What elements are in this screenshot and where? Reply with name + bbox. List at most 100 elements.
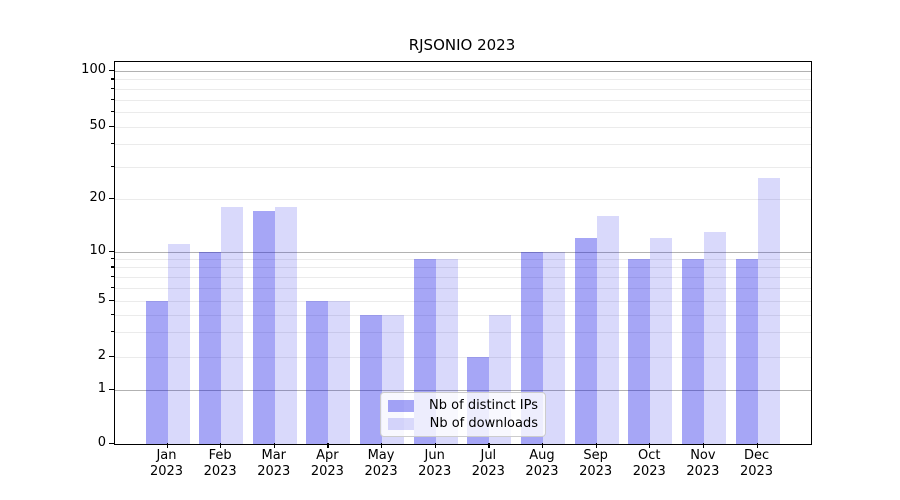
y-minor-tick-mark bbox=[111, 98, 114, 100]
y-minor-tick-mark bbox=[111, 300, 114, 302]
y-minor-tick-mark bbox=[111, 286, 114, 289]
chart-title: RJSONIO 2023 bbox=[408, 36, 516, 54]
minor-gridline bbox=[115, 79, 811, 81]
bar-distinct-ips bbox=[199, 251, 222, 444]
bar-downloads bbox=[757, 178, 780, 444]
x-tick-label: Oct 2023 bbox=[617, 448, 681, 479]
bar-distinct-ips bbox=[681, 259, 704, 444]
bar-downloads bbox=[221, 206, 244, 444]
x-tick-label: Apr 2023 bbox=[295, 448, 359, 479]
y-tick-label: 0 bbox=[97, 435, 106, 450]
bar-distinct-ips bbox=[735, 259, 758, 444]
minor-gridline bbox=[115, 314, 811, 316]
legend-row-distinct-ips: Nb of distinct IPs bbox=[388, 398, 538, 413]
x-tick-label: May 2023 bbox=[349, 448, 413, 479]
y-tick-label: 10 bbox=[89, 242, 106, 258]
y-tick-mark bbox=[109, 443, 114, 445]
x-tick-mark bbox=[381, 443, 383, 448]
minor-gridline bbox=[115, 357, 811, 358]
bar-downloads bbox=[274, 206, 297, 444]
x-tick-label-year: 2023 bbox=[525, 463, 559, 479]
y-minor-tick-mark bbox=[111, 331, 114, 333]
x-tick-label-year: 2023 bbox=[203, 463, 237, 479]
y-minor-tick-mark bbox=[111, 198, 114, 200]
bar-distinct-ips bbox=[360, 314, 383, 444]
y-tick-mark bbox=[109, 389, 114, 391]
x-tick-label-year: 2023 bbox=[364, 463, 398, 479]
y-tick-mark bbox=[109, 70, 114, 72]
minor-gridline bbox=[115, 276, 811, 278]
x-tick-label: Sep 2023 bbox=[564, 448, 628, 479]
x-tick-mark bbox=[595, 443, 597, 448]
minor-gridline bbox=[115, 88, 811, 90]
major-gridline bbox=[115, 251, 811, 253]
legend-swatch-downloads bbox=[388, 417, 414, 430]
minor-gridline bbox=[115, 126, 811, 128]
y-minor-tick-mark bbox=[111, 258, 114, 260]
y-minor-tick-mark bbox=[111, 275, 114, 278]
y-minor-tick-mark bbox=[111, 87, 114, 90]
y-minor-tick-mark bbox=[111, 110, 114, 113]
x-tick-mark bbox=[756, 443, 758, 448]
bar-downloads bbox=[650, 237, 673, 444]
bar-distinct-ips bbox=[574, 237, 597, 444]
y-tick-label: 1 bbox=[97, 381, 106, 396]
x-tick-label: Jan 2023 bbox=[135, 448, 199, 479]
bar-downloads bbox=[703, 231, 726, 444]
x-tick-mark bbox=[166, 443, 168, 448]
x-tick-mark bbox=[541, 443, 544, 448]
x-tick-label-year: 2023 bbox=[579, 463, 613, 479]
minor-gridline bbox=[115, 287, 811, 289]
x-tick-label-year: 2023 bbox=[310, 463, 344, 479]
y-tick-mark bbox=[109, 250, 114, 252]
bar-downloads bbox=[542, 251, 565, 444]
minor-gridline bbox=[115, 199, 811, 200]
x-tick-label-year: 2023 bbox=[257, 463, 291, 479]
y-minor-tick-mark bbox=[111, 356, 114, 358]
x-tick-mark bbox=[273, 443, 275, 448]
x-tick-mark bbox=[220, 443, 222, 448]
legend-label-distinct-ips: Nb of distinct IPs bbox=[429, 398, 538, 413]
minor-gridline bbox=[115, 99, 811, 101]
y-tick-label: 20 bbox=[89, 190, 106, 205]
bar-distinct-ips bbox=[306, 301, 329, 444]
major-gridline bbox=[115, 390, 811, 391]
x-tick-label: Dec 2023 bbox=[725, 448, 789, 479]
bar-downloads bbox=[167, 244, 190, 444]
x-tick-mark bbox=[488, 443, 490, 448]
x-tick-label-year: 2023 bbox=[632, 463, 666, 479]
x-tick-label: Aug 2023 bbox=[510, 448, 574, 479]
y-minor-tick-mark bbox=[111, 313, 114, 315]
x-tick-mark bbox=[434, 443, 436, 448]
x-tick-label-year: 2023 bbox=[739, 463, 774, 479]
y-tick-label: 100 bbox=[81, 62, 106, 77]
minor-gridline bbox=[115, 111, 811, 113]
x-tick-label: Jun 2023 bbox=[403, 448, 467, 479]
y-minor-tick-mark bbox=[111, 143, 114, 145]
x-tick-label-year: 2023 bbox=[471, 463, 505, 479]
minor-gridline bbox=[115, 267, 811, 269]
x-tick-label-year: 2023 bbox=[418, 463, 452, 479]
y-minor-tick-mark bbox=[111, 165, 114, 168]
y-minor-tick-mark bbox=[111, 78, 114, 80]
y-minor-tick-mark bbox=[111, 125, 114, 127]
x-tick-mark bbox=[327, 443, 329, 448]
major-gridline bbox=[115, 71, 811, 72]
legend-swatch-distinct-ips bbox=[388, 399, 414, 412]
plot-area: Nb of distinct IPs Nb of downloads bbox=[114, 61, 812, 445]
y-tick-label: 2 bbox=[97, 348, 106, 363]
minor-gridline bbox=[115, 144, 811, 146]
minor-gridline bbox=[115, 301, 811, 302]
bar-downloads bbox=[328, 301, 351, 444]
x-tick-label: Nov 2023 bbox=[671, 448, 735, 479]
x-tick-mark bbox=[702, 443, 705, 448]
y-tick-label: 5 bbox=[97, 292, 106, 307]
x-tick-label: Mar 2023 bbox=[242, 448, 306, 479]
legend-row-downloads: Nb of downloads bbox=[388, 416, 538, 431]
legend: Nb of distinct IPs Nb of downloads bbox=[380, 392, 546, 437]
bar-distinct-ips bbox=[628, 259, 651, 444]
x-tick-label: Feb 2023 bbox=[188, 448, 252, 479]
minor-gridline bbox=[115, 332, 811, 334]
y-minor-tick-mark bbox=[111, 266, 114, 268]
